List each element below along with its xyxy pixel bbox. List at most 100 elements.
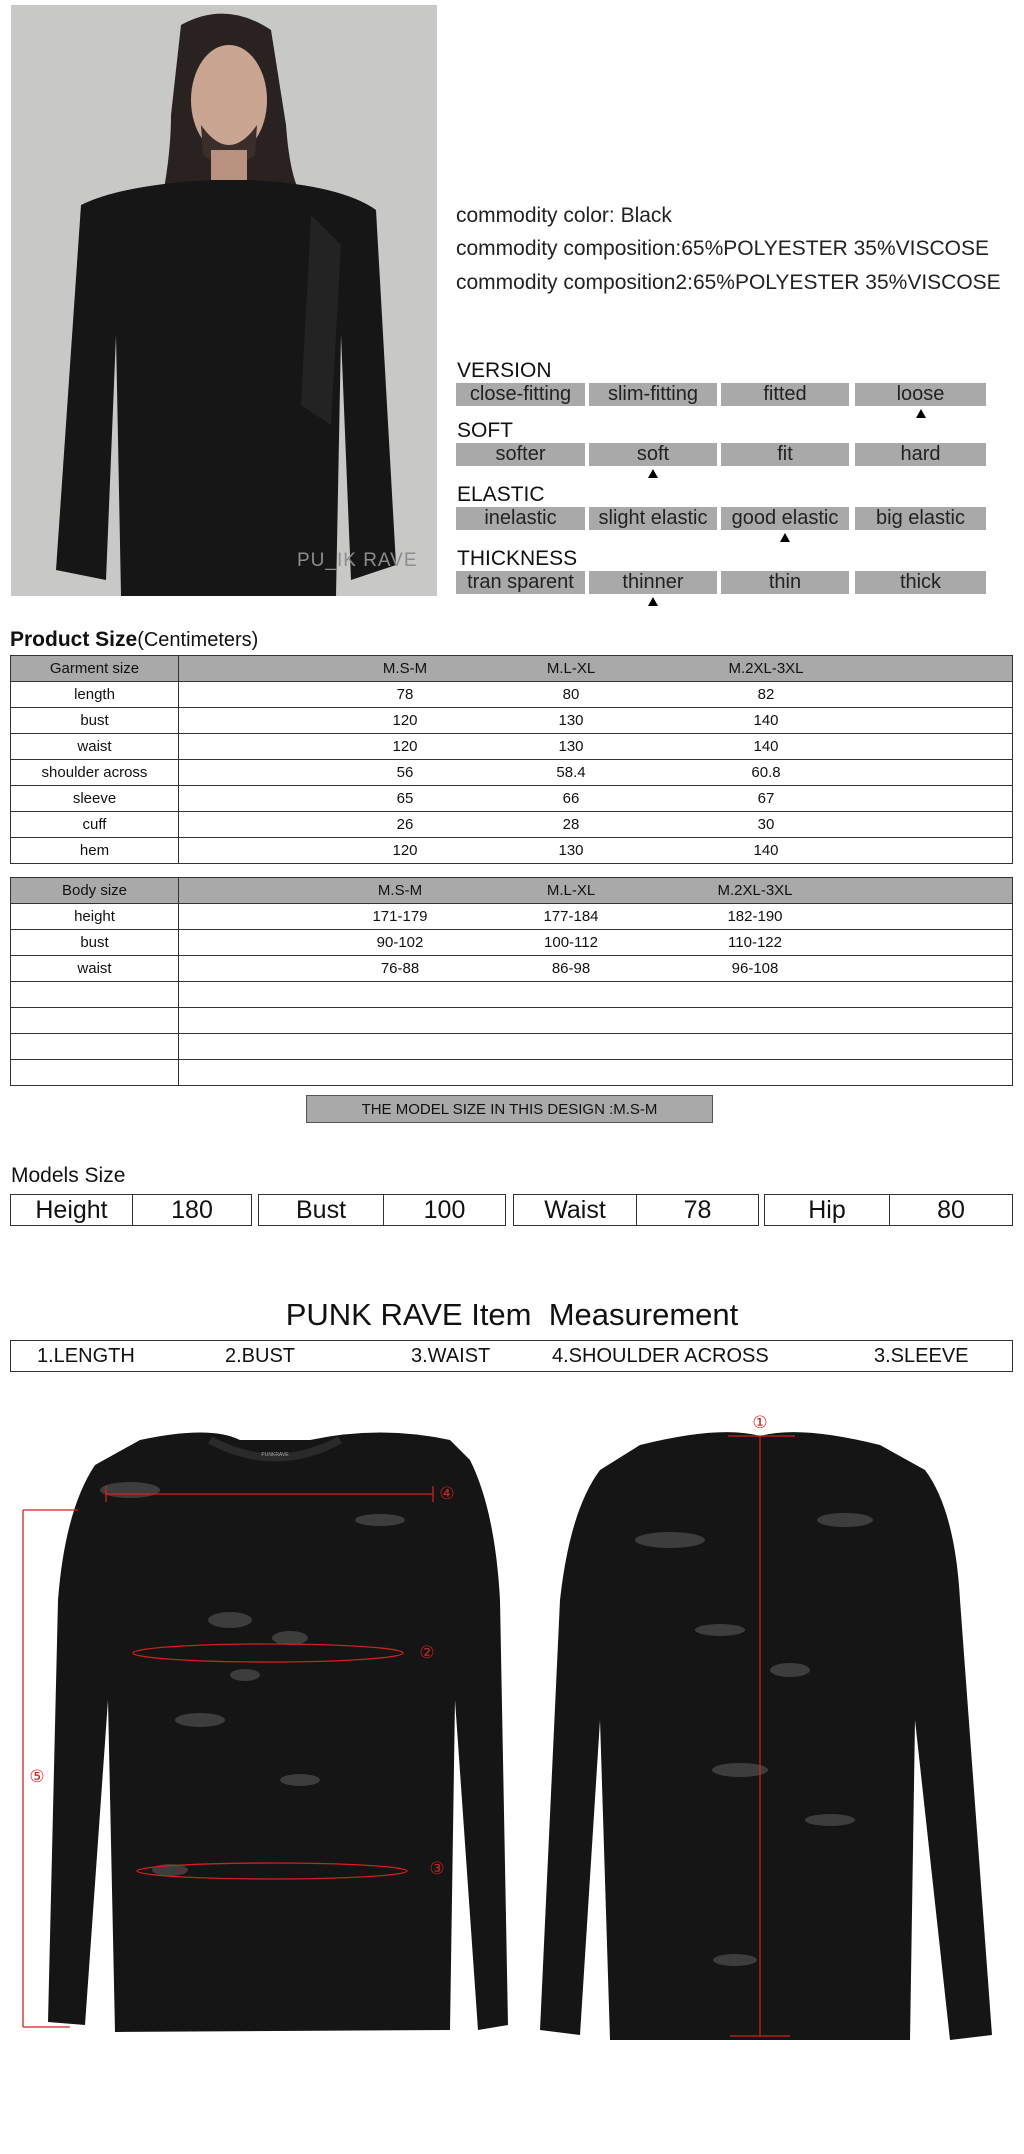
model-size-value: 180 (171, 1195, 213, 1224)
table-row (10, 1033, 1013, 1060)
product-photo: PU_IK RAVE (11, 5, 437, 596)
product-size-unit: (Centimeters) (137, 629, 259, 651)
table-row: bust 120 130 140 (10, 707, 1013, 734)
table-row: height 171-179 177-184 182-190 (10, 903, 1013, 930)
row-values: 120 130 140 (178, 733, 1013, 760)
scale-title-thickness: THICKNESS (457, 547, 578, 570)
cell-value: 65 (396, 790, 414, 807)
cell-value: 66 (562, 790, 580, 807)
row-label (10, 1059, 179, 1086)
cell-value: 140 (753, 842, 779, 859)
row-values: 76-88 86-98 96-108 (178, 955, 1013, 982)
models-size-title: Models Size (11, 1164, 126, 1187)
model-size-value: 100 (423, 1195, 466, 1224)
bust-ellipse (132, 1643, 404, 1663)
cell-value: 130 (558, 842, 584, 859)
back-shirt-image (540, 1432, 992, 2040)
table-header-row: Body size M.S-M M.L-XL M.2XL-3XL (10, 877, 1013, 904)
table-row: shoulder across 56 58.4 60.8 (10, 759, 1013, 786)
marker-5: ⑤ (29, 1767, 45, 1786)
model-size-waist: Waist 78 (513, 1194, 759, 1226)
cell-value: 60.8 (751, 764, 781, 781)
cell-value: 120 (392, 712, 418, 729)
scale-option: loose (855, 383, 986, 406)
row-label: cuff (10, 811, 179, 838)
legend-sleeve: 3.SLEEVE (874, 1345, 969, 1367)
scale-option: soft (589, 443, 717, 466)
size-column-header: M.2XL-3XL (728, 660, 804, 677)
cell-value: 130 (558, 738, 584, 755)
cell-value: 96-108 (731, 960, 779, 977)
garment-size-table: Garment size M.S-M M.L-XL M.2XL-3XL length 78… (10, 655, 1013, 864)
row-values: 78 80 82 (178, 681, 1013, 708)
row-label: height (10, 903, 179, 930)
table-row: waist 76-88 86-98 96-108 (10, 955, 1013, 982)
product-size-title: Product Size(Centimeters) (10, 628, 258, 652)
row-values: 26 28 30 (178, 811, 1013, 838)
row-label: sleeve (10, 785, 179, 812)
color-value: Black (620, 204, 672, 227)
cell-value: 86-98 (551, 960, 591, 977)
legend-bust: 2.BUST (225, 1345, 296, 1367)
size-column-header: M.S-M (377, 882, 423, 899)
table-header-label: Body size (10, 877, 179, 904)
cell-value: 130 (558, 712, 584, 729)
scale-option: slight elastic (589, 507, 717, 530)
cell-value: 171-179 (372, 908, 428, 925)
model-size-value: 78 (683, 1195, 712, 1224)
model-size-bust: Bust 100 (258, 1194, 506, 1226)
body-size-table: Body size M.S-M M.L-XL M.2XL-3XL height 171-1… (10, 877, 1013, 1086)
scale-option: thick (855, 571, 986, 594)
cell-value: 80 (562, 686, 580, 703)
table-row: hem 120 130 140 (10, 837, 1013, 864)
shirt-measurement-diagram: PUNKRAVE (22, 1432, 992, 2040)
marker-1: ① (752, 1413, 768, 1432)
row-label: waist (10, 955, 179, 982)
scale-option: tran sparent (456, 571, 585, 594)
row-label: shoulder across (10, 759, 179, 786)
length-line-back (728, 1435, 795, 2037)
row-values (178, 1007, 1013, 1034)
size-column-header: M.2XL-3XL (717, 882, 793, 899)
scale-option: good elastic (721, 507, 849, 530)
model-size-height: Height 180 (10, 1194, 252, 1226)
marker-4: ④ (439, 1484, 455, 1503)
cell-value: 82 (757, 686, 775, 703)
product-size-heading: Product Size (10, 628, 138, 651)
composition-label: commodity composition: (456, 237, 682, 260)
composition-value: 65%POLYESTER 35%VISCOSE (681, 237, 989, 260)
row-values: 120 130 140 (178, 837, 1013, 864)
model-size-label: Waist (514, 1195, 637, 1225)
scale-title-version: VERSION (457, 359, 552, 382)
model-size-note: THE MODEL SIZE IN THIS DESIGN :M.S-M (306, 1095, 713, 1123)
cell-value: 140 (753, 738, 779, 755)
front-shirt-image: PUNKRAVE (48, 1432, 508, 2032)
row-values (178, 981, 1013, 1008)
cell-value: 28 (562, 816, 580, 833)
row-label: length (10, 681, 179, 708)
scale-option: big elastic (855, 507, 986, 530)
size-column-header: M.L-XL (546, 660, 596, 677)
size-columns: M.S-M M.L-XL M.2XL-3XL (178, 655, 1013, 682)
model-size-label: Bust (259, 1195, 384, 1225)
scale-title-soft: SOFT (457, 419, 513, 442)
scale-option: thin (721, 571, 849, 594)
model-figure (56, 13, 396, 596)
table-row (10, 1007, 1013, 1034)
table-header-row: Garment size M.S-M M.L-XL M.2XL-3XL (10, 655, 1013, 682)
cell-value: 177-184 (543, 908, 599, 925)
model-size-hip: Hip 80 (764, 1194, 1013, 1226)
cell-value: 78 (396, 686, 414, 703)
table-row: bust 90-102 100-112 110-122 (10, 929, 1013, 956)
row-values: 90-102 100-112 110-122 (178, 929, 1013, 956)
cell-value: 30 (757, 816, 775, 833)
color-attribute: commodity color: Black (456, 204, 672, 228)
table-row: cuff 26 28 30 (10, 811, 1013, 838)
row-label (10, 981, 179, 1008)
marker-3: ③ (429, 1859, 445, 1878)
length-line-front (22, 1509, 78, 2028)
table-row: length 78 80 82 (10, 681, 1013, 708)
row-values: 65 66 67 (178, 785, 1013, 812)
scale-option: softer (456, 443, 585, 466)
scale-option: inelastic (456, 507, 585, 530)
